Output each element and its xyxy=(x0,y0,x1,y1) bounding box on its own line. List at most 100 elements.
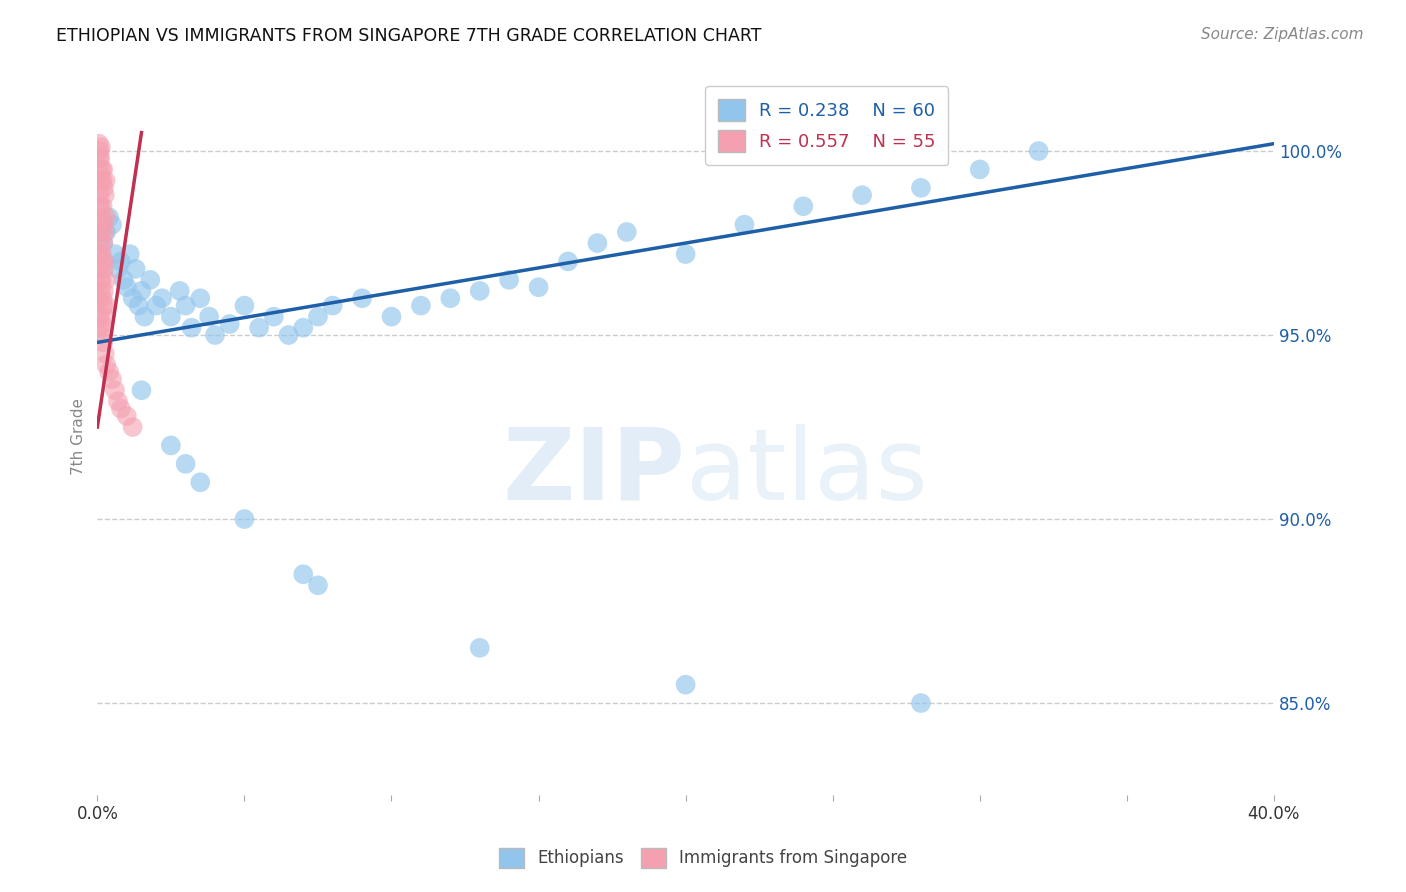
Point xyxy=(87,152,110,166)
Point xyxy=(89,188,111,202)
Point xyxy=(160,438,183,452)
Point xyxy=(292,320,315,334)
Point xyxy=(90,140,112,154)
Point xyxy=(87,247,110,261)
Point xyxy=(115,280,138,294)
Point xyxy=(91,291,114,305)
Point xyxy=(131,384,153,398)
Text: ZIP: ZIP xyxy=(503,424,686,521)
Point xyxy=(557,254,579,268)
Point xyxy=(121,291,143,305)
Point xyxy=(247,320,270,334)
Point xyxy=(352,291,374,305)
Point xyxy=(93,284,115,298)
Point xyxy=(107,394,129,409)
Point xyxy=(169,284,191,298)
Point xyxy=(104,384,127,398)
Point xyxy=(468,284,491,298)
Point xyxy=(93,346,115,360)
Point xyxy=(174,299,197,313)
Point xyxy=(277,328,299,343)
Point xyxy=(675,247,697,261)
Point xyxy=(439,291,461,305)
Point xyxy=(93,254,115,268)
Point xyxy=(96,299,118,313)
Point xyxy=(160,310,183,324)
Point xyxy=(87,291,110,305)
Point xyxy=(139,273,162,287)
Point xyxy=(89,273,111,287)
Point xyxy=(89,261,111,276)
Point xyxy=(91,162,114,177)
Point xyxy=(93,261,115,276)
Point xyxy=(118,247,141,261)
Point xyxy=(90,284,112,298)
Point xyxy=(145,299,167,313)
Point xyxy=(91,218,114,232)
Point xyxy=(910,696,932,710)
Point xyxy=(101,372,124,386)
Point xyxy=(468,640,491,655)
Point xyxy=(87,199,110,213)
Point xyxy=(93,188,115,202)
Point xyxy=(89,320,111,334)
Point xyxy=(131,284,153,298)
Point xyxy=(91,235,114,250)
Point xyxy=(90,162,112,177)
Point xyxy=(89,310,111,324)
Point xyxy=(121,420,143,434)
Point xyxy=(93,181,115,195)
Point xyxy=(90,273,112,287)
Point xyxy=(91,335,114,350)
Point xyxy=(98,211,121,225)
Point xyxy=(89,218,111,232)
Point xyxy=(93,225,115,239)
Point xyxy=(498,273,520,287)
Point xyxy=(675,678,697,692)
Text: ETHIOPIAN VS IMMIGRANTS FROM SINGAPORE 7TH GRADE CORRELATION CHART: ETHIOPIAN VS IMMIGRANTS FROM SINGAPORE 7… xyxy=(56,27,762,45)
Point xyxy=(90,328,112,343)
Point xyxy=(292,567,315,582)
Point xyxy=(91,199,114,213)
Point xyxy=(233,299,256,313)
Point xyxy=(910,181,932,195)
Point xyxy=(112,273,135,287)
Point xyxy=(96,211,118,225)
Point xyxy=(90,247,112,261)
Point xyxy=(115,409,138,423)
Point xyxy=(124,261,146,276)
Point xyxy=(188,475,211,490)
Point xyxy=(1028,144,1050,158)
Point xyxy=(87,136,110,151)
Point xyxy=(128,299,150,313)
Y-axis label: 7th Grade: 7th Grade xyxy=(72,398,86,475)
Point xyxy=(101,218,124,232)
Point xyxy=(204,328,226,343)
Point xyxy=(586,235,609,250)
Point xyxy=(263,310,285,324)
Point xyxy=(89,152,111,166)
Point xyxy=(104,247,127,261)
Point xyxy=(89,199,111,213)
Point xyxy=(90,211,112,225)
Point xyxy=(322,299,344,313)
Point xyxy=(90,317,112,331)
Point xyxy=(188,291,211,305)
Point xyxy=(91,299,114,313)
Point xyxy=(733,218,755,232)
Point xyxy=(91,235,114,250)
Point xyxy=(94,173,117,187)
Point xyxy=(96,273,118,287)
Point xyxy=(96,225,118,239)
Point xyxy=(792,199,814,213)
Point xyxy=(91,173,114,187)
Point xyxy=(969,162,991,177)
Point xyxy=(90,173,112,187)
Point xyxy=(233,512,256,526)
Point xyxy=(107,261,129,276)
Legend: R = 0.238    N = 60, R = 0.557    N = 55: R = 0.238 N = 60, R = 0.557 N = 55 xyxy=(706,87,949,165)
Point xyxy=(527,280,550,294)
Point xyxy=(90,225,112,239)
Point xyxy=(110,401,132,416)
Point xyxy=(87,162,110,177)
